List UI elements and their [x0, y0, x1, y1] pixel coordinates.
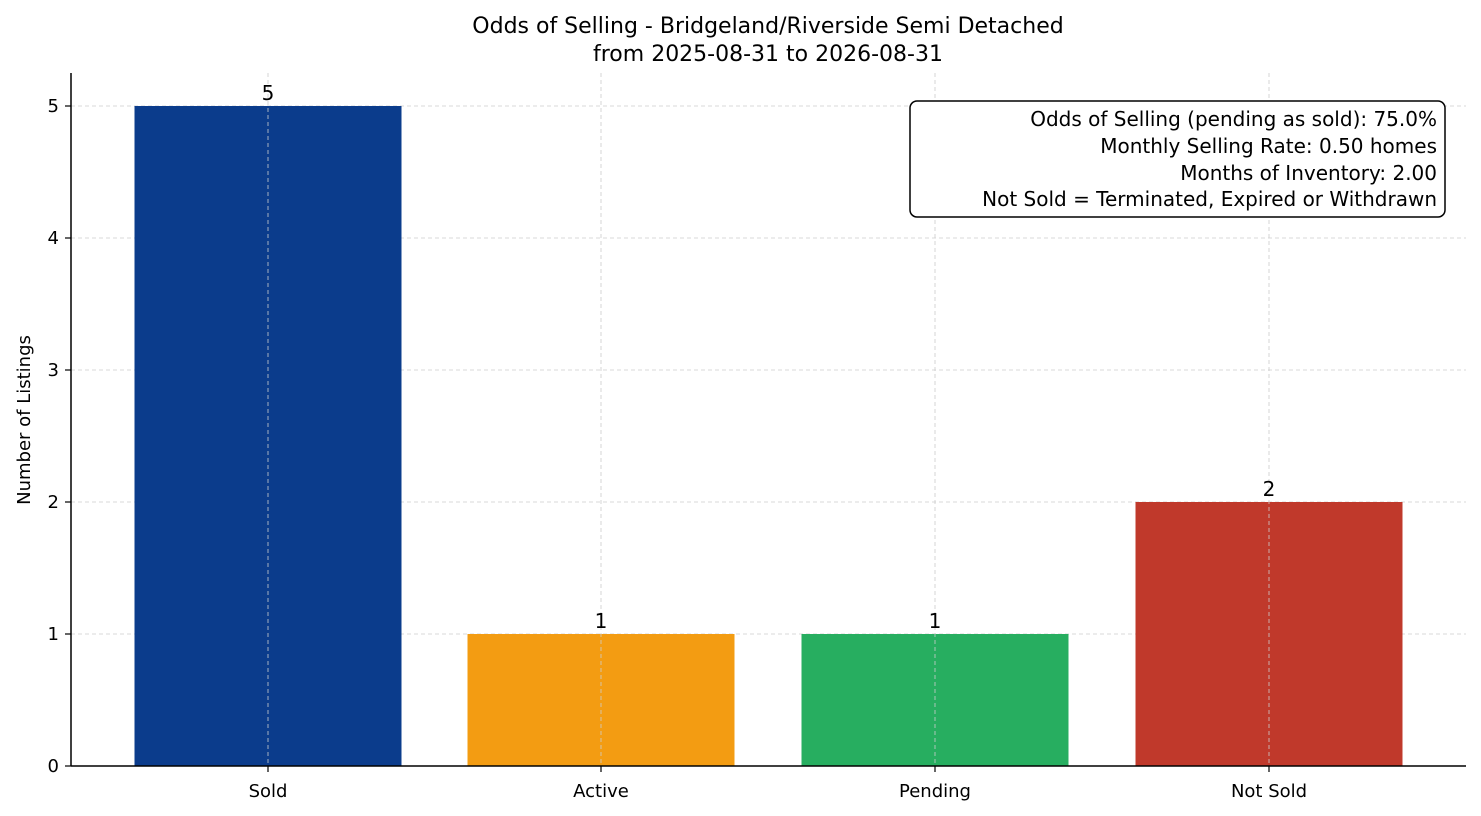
info-months-of-inventory: Months of Inventory: 2.00 [1180, 161, 1437, 185]
info-box-frame [909, 100, 1446, 218]
bar-value-label: 2 [1263, 477, 1276, 501]
info-odds-of-selling: Odds of Selling (pending as sold): 75.0% [1030, 107, 1437, 131]
data-labels: 5 1 1 2 [262, 81, 1276, 633]
y-tick-label: 5 [48, 96, 59, 117]
x-tick-label: Pending [899, 781, 971, 802]
stats-info-box: Odds of Selling (pending as sold): 75.0%… [909, 100, 1446, 218]
x-tick-label: Active [573, 781, 629, 802]
info-not-sold-definition: Not Sold = Terminated, Expired or Withdr… [982, 187, 1437, 211]
chart-subtitle: from 2025-08-31 to 2026-08-31 [593, 42, 943, 67]
bar-value-label: 1 [929, 609, 942, 633]
x-ticks: Sold Active Pending Not Sold [249, 766, 1307, 802]
bar-value-label: 1 [595, 609, 608, 633]
bar-sold [134, 106, 402, 766]
y-tick-label: 4 [48, 228, 59, 249]
x-tick-label: Sold [249, 781, 288, 802]
x-tick-label: Not Sold [1231, 781, 1307, 802]
y-tick-label: 0 [48, 756, 59, 777]
y-axis-label: Number of Listings [14, 335, 35, 505]
y-tick-label: 3 [48, 360, 59, 381]
info-monthly-selling-rate: Monthly Selling Rate: 0.50 homes [1100, 134, 1437, 158]
y-ticks: 0 1 2 3 4 5 [48, 96, 71, 777]
axes [70, 73, 1466, 767]
bar-value-label: 5 [262, 81, 275, 105]
y-tick-label: 1 [48, 624, 59, 645]
chart-title: Odds of Selling - Bridgeland/Riverside S… [472, 14, 1063, 39]
y-tick-label: 2 [48, 492, 59, 513]
